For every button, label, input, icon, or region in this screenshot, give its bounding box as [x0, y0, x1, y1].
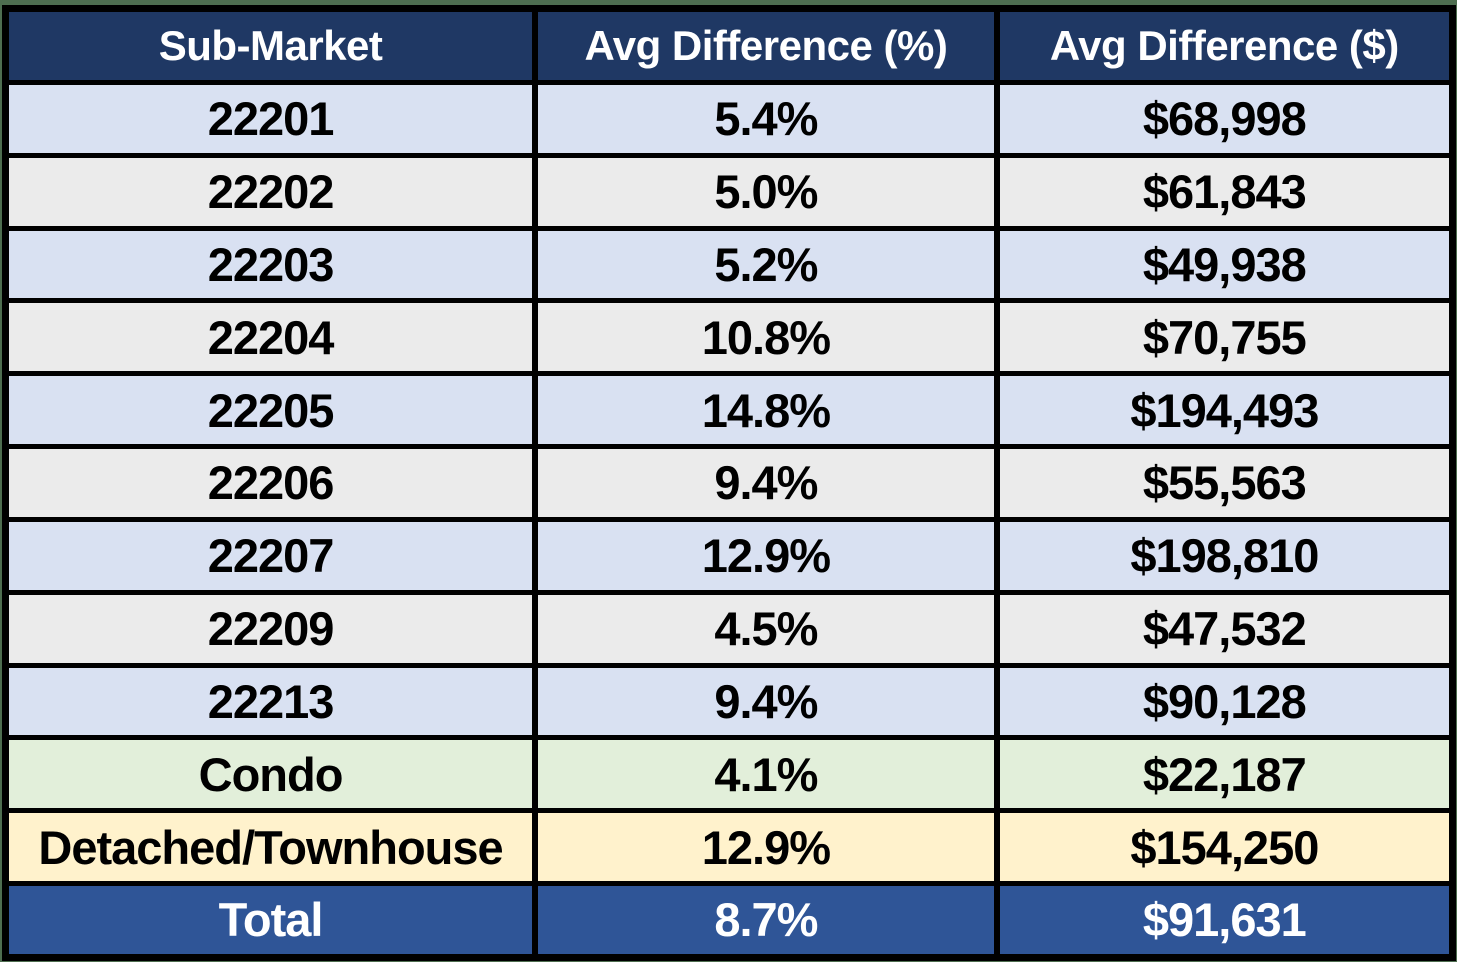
- table-row-22202: 22202 5.0% $61,843: [2, 152, 1456, 231]
- row-label: 22203: [2, 225, 539, 304]
- submarket-comparison-table: Sub-Market Avg Difference (%) Avg Differ…: [2, 5, 1456, 961]
- row-label: 22207: [2, 516, 539, 595]
- cell-pct: 12.9%: [532, 808, 1000, 886]
- table-row-22206: 22206 9.4% $55,563: [2, 444, 1456, 522]
- cell-usd: $22,187: [993, 735, 1456, 814]
- row-label: 22206: [2, 444, 539, 522]
- row-label: Detached/Townhouse: [2, 808, 539, 886]
- row-label: 22205: [2, 371, 539, 450]
- cell-usd-total: $91,631: [993, 880, 1456, 961]
- cell-usd: $49,938: [993, 225, 1456, 304]
- column-header-avg-difference-usd: Avg Difference ($): [993, 6, 1456, 85]
- cell-pct: 5.2%: [532, 225, 1000, 304]
- cell-pct: 5.4%: [532, 80, 1000, 158]
- row-label: 22204: [2, 298, 539, 377]
- row-label: 22201: [2, 80, 539, 158]
- table-row-22205: 22205 14.8% $194,493: [2, 371, 1456, 450]
- cell-pct: 4.1%: [532, 735, 1000, 814]
- cell-usd: $154,250: [993, 808, 1456, 886]
- table-row-detached-townhouse: Detached/Townhouse 12.9% $154,250: [2, 808, 1456, 886]
- row-label: 22209: [2, 589, 539, 668]
- cell-usd: $198,810: [993, 516, 1456, 595]
- cell-pct: 10.8%: [532, 298, 1000, 377]
- table-row-22201: 22201 5.4% $68,998: [2, 80, 1456, 158]
- cell-usd: $68,998: [993, 80, 1456, 158]
- row-label-total: Total: [2, 880, 539, 961]
- column-header-avg-difference-pct: Avg Difference (%): [532, 6, 1000, 85]
- table-row-total: Total 8.7% $91,631: [2, 880, 1456, 961]
- cell-pct: 9.4%: [532, 662, 1000, 741]
- table-row-22209: 22209 4.5% $47,532: [2, 589, 1456, 668]
- column-header-submarket: Sub-Market: [2, 6, 539, 85]
- table-row-22207: 22207 12.9% $198,810: [2, 516, 1456, 595]
- cell-pct: 14.8%: [532, 371, 1000, 450]
- cell-pct: 4.5%: [532, 589, 1000, 668]
- table-row-condo: Condo 4.1% $22,187: [2, 735, 1456, 814]
- cell-usd: $90,128: [993, 662, 1456, 741]
- table-row-22213: 22213 9.4% $90,128: [2, 662, 1456, 741]
- cell-pct-total: 8.7%: [532, 880, 1000, 961]
- table-row-22203: 22203 5.2% $49,938: [2, 225, 1456, 304]
- table-row-22204: 22204 10.8% $70,755: [2, 298, 1456, 377]
- cell-usd: $61,843: [993, 152, 1456, 231]
- cell-pct: 5.0%: [532, 152, 1000, 231]
- row-label: 22202: [2, 152, 539, 231]
- cell-usd: $194,493: [993, 371, 1456, 450]
- header-row: Sub-Market Avg Difference (%) Avg Differ…: [2, 6, 1456, 85]
- cell-usd: $70,755: [993, 298, 1456, 377]
- cell-pct: 9.4%: [532, 444, 1000, 522]
- cell-pct: 12.9%: [532, 516, 1000, 595]
- row-label: 22213: [2, 662, 539, 741]
- cell-usd: $55,563: [993, 444, 1456, 522]
- cell-usd: $47,532: [993, 589, 1456, 668]
- row-label: Condo: [2, 735, 539, 814]
